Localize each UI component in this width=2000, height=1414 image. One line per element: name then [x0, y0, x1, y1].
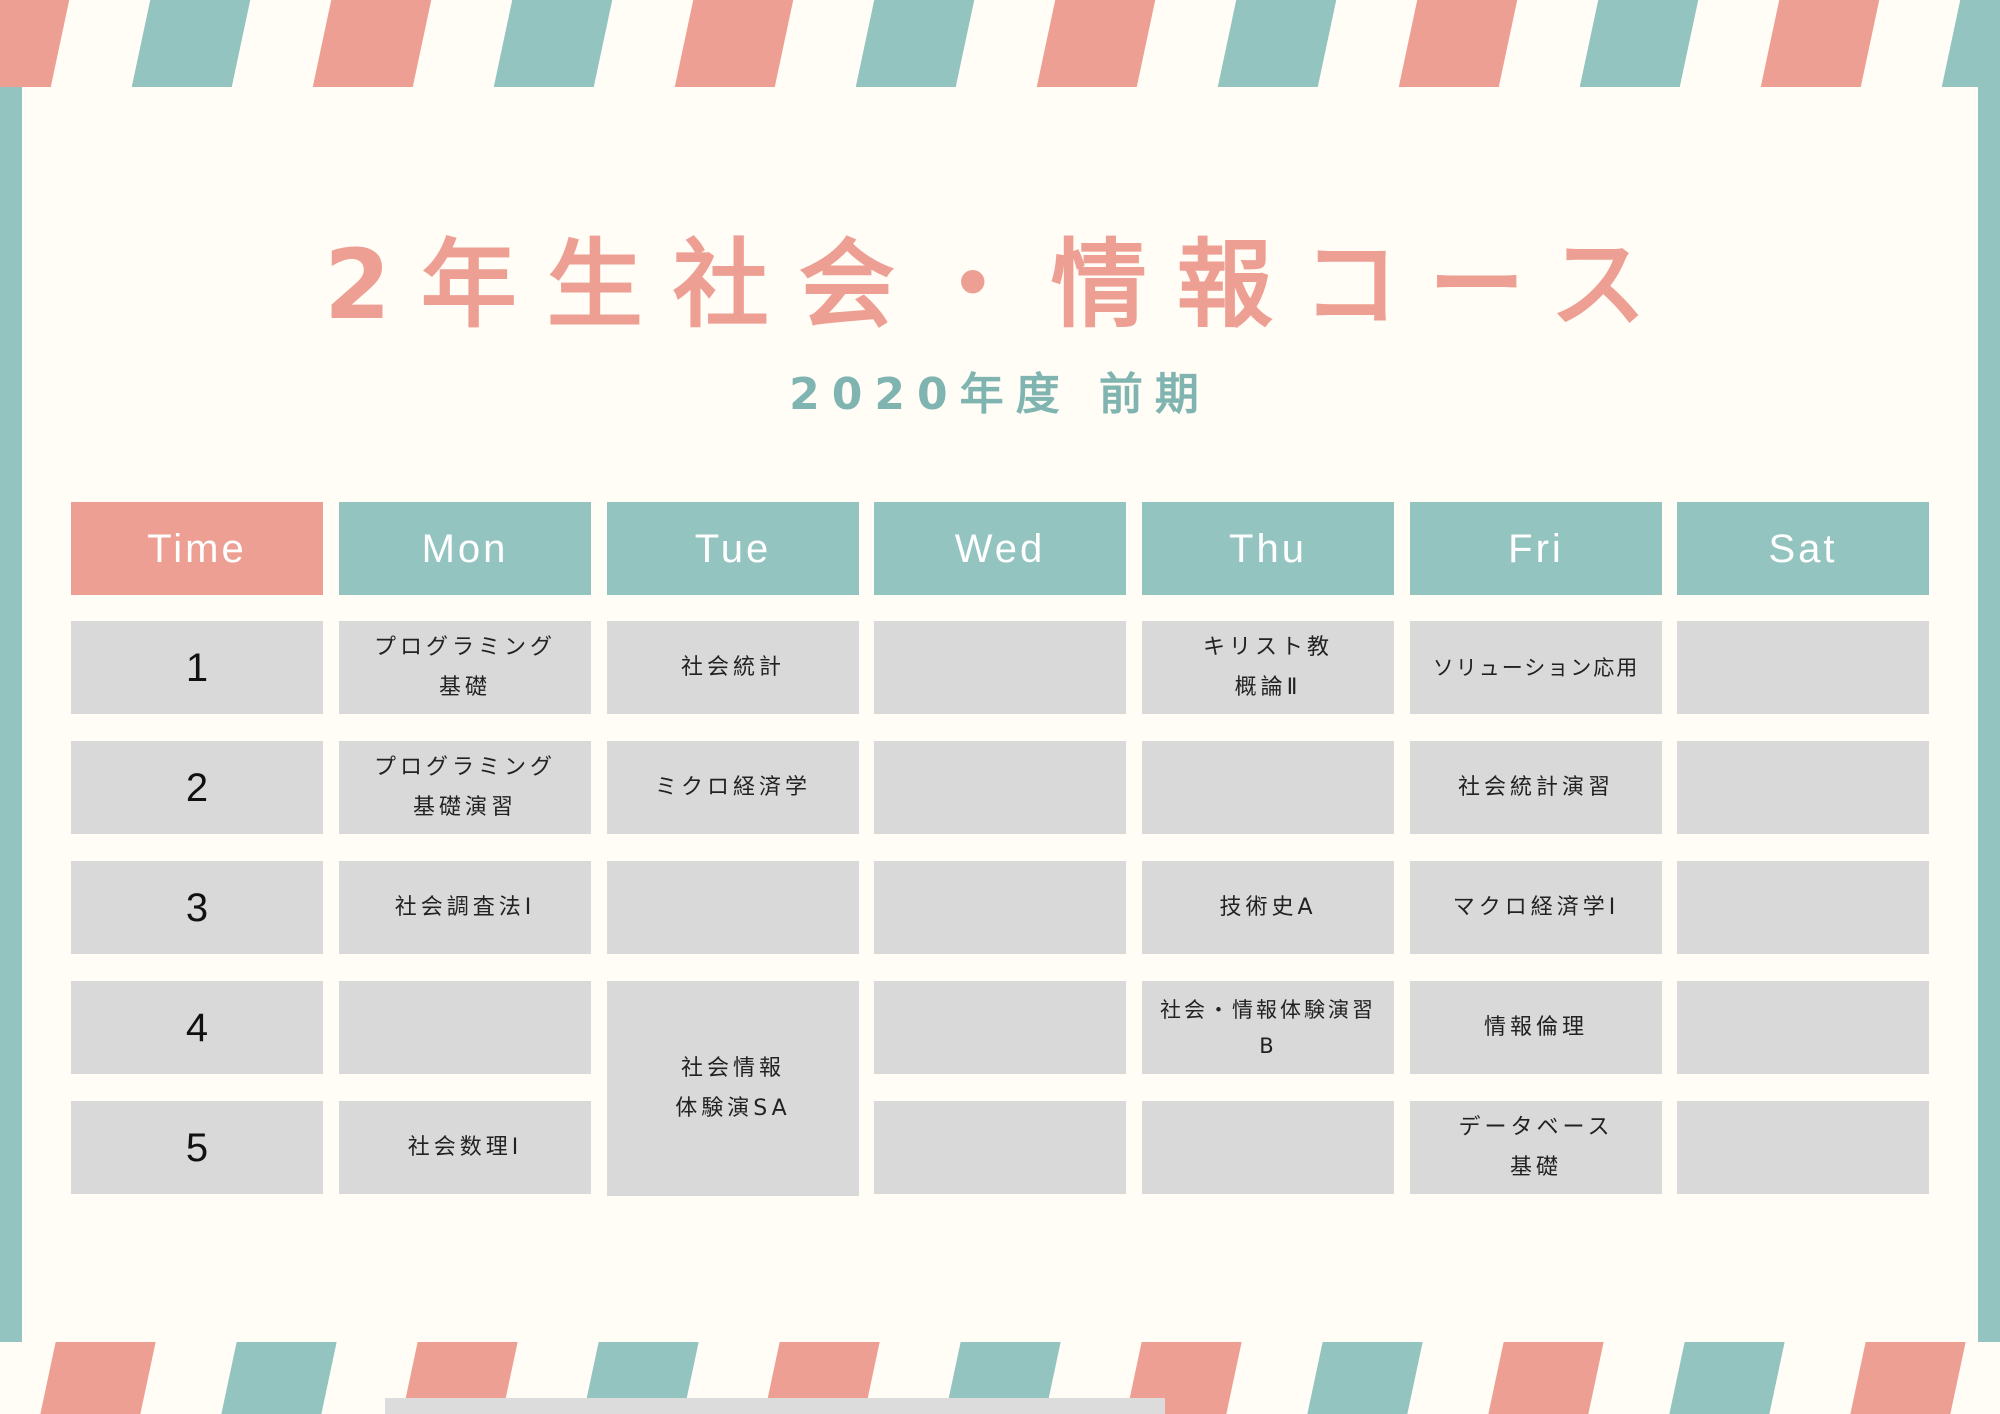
class-cell-fri-1: ソリューション応用	[1410, 621, 1662, 714]
period-label: 5	[71, 1101, 323, 1194]
bottom-gray-strip	[385, 1398, 1165, 1414]
page-title: 2年生社会・情報コース	[324, 229, 1676, 341]
stripe-segment	[1307, 1342, 1423, 1414]
stripe-segment	[1217, 0, 1337, 87]
class-cell-sat-4	[1677, 981, 1929, 1074]
class-cell-wed-4	[874, 981, 1126, 1074]
class-cell-thu-5	[1142, 1101, 1394, 1194]
stripe-segment	[312, 0, 432, 87]
stripe-segment	[1850, 1342, 1966, 1414]
stripe-segment	[493, 0, 613, 87]
class-cell-tue-1: 社会統計	[607, 621, 859, 714]
class-cell-tue-2: ミクロ経済学	[607, 741, 859, 834]
class-cell-thu-3: 技術史A	[1142, 861, 1394, 954]
class-cell-sat-3	[1677, 861, 1929, 954]
class-cell-tue-4-5: 社会情報 体験演SA	[607, 981, 859, 1196]
class-cell-fri-3: マクロ経済学Ⅰ	[1410, 861, 1662, 954]
class-cell-mon-4	[339, 981, 591, 1074]
stripe-segment	[1488, 1342, 1604, 1414]
stripe-segment	[1398, 0, 1518, 87]
class-cell-wed-3	[874, 861, 1126, 954]
class-cell-sat-2	[1677, 741, 1929, 834]
class-cell-mon-1: プログラミング 基礎	[339, 621, 591, 714]
class-cell-thu-1: キリスト教 概論Ⅱ	[1142, 621, 1394, 714]
left-border-bar	[0, 87, 22, 1342]
class-cell-sat-1	[1677, 621, 1929, 714]
period-label: 2	[71, 741, 323, 834]
stripe-segment	[1760, 0, 1880, 87]
stripe-segment	[1579, 0, 1699, 87]
top-stripe-border	[0, 0, 2000, 87]
stripe-segment	[674, 0, 794, 87]
class-cell-mon-3: 社会調査法Ⅰ	[339, 861, 591, 954]
stripe-segment	[0, 0, 70, 87]
class-cell-mon-5: 社会数理Ⅰ	[339, 1101, 591, 1194]
header-tue: Tue	[607, 502, 859, 595]
class-cell-wed-5	[874, 1101, 1126, 1194]
class-cell-thu-2	[1142, 741, 1394, 834]
header-time: Time	[71, 502, 323, 595]
page-subtitle: 2020年度 前期	[789, 369, 1211, 420]
class-cell-thu-4: 社会・情報体験演習 B	[1142, 981, 1394, 1074]
period-label: 1	[71, 621, 323, 714]
header-sat: Sat	[1677, 502, 1929, 595]
stripe-segment	[1036, 0, 1156, 87]
class-cell-wed-1	[874, 621, 1126, 714]
header-fri: Fri	[1410, 502, 1662, 595]
class-cell-wed-2	[874, 741, 1126, 834]
class-cell-fri-4: 情報倫理	[1410, 981, 1662, 1074]
header-wed: Wed	[874, 502, 1126, 595]
class-cell-mon-2: プログラミング 基礎演習	[339, 741, 591, 834]
period-label: 4	[71, 981, 323, 1074]
class-cell-fri-5: データベース 基礎	[1410, 1101, 1662, 1194]
header-thu: Thu	[1142, 502, 1394, 595]
stripe-segment	[1941, 0, 2000, 87]
stripe-segment	[855, 0, 975, 87]
class-cell-tue-3	[607, 861, 859, 954]
header-mon: Mon	[339, 502, 591, 595]
stripe-segment	[131, 0, 251, 87]
stripe-segment	[221, 1342, 337, 1414]
class-cell-fri-2: 社会統計演習	[1410, 741, 1662, 834]
stripe-segment	[40, 1342, 156, 1414]
stripe-segment	[1669, 1342, 1785, 1414]
class-cell-sat-5	[1677, 1101, 1929, 1194]
right-border-bar	[1978, 87, 2000, 1342]
period-label: 3	[71, 861, 323, 954]
